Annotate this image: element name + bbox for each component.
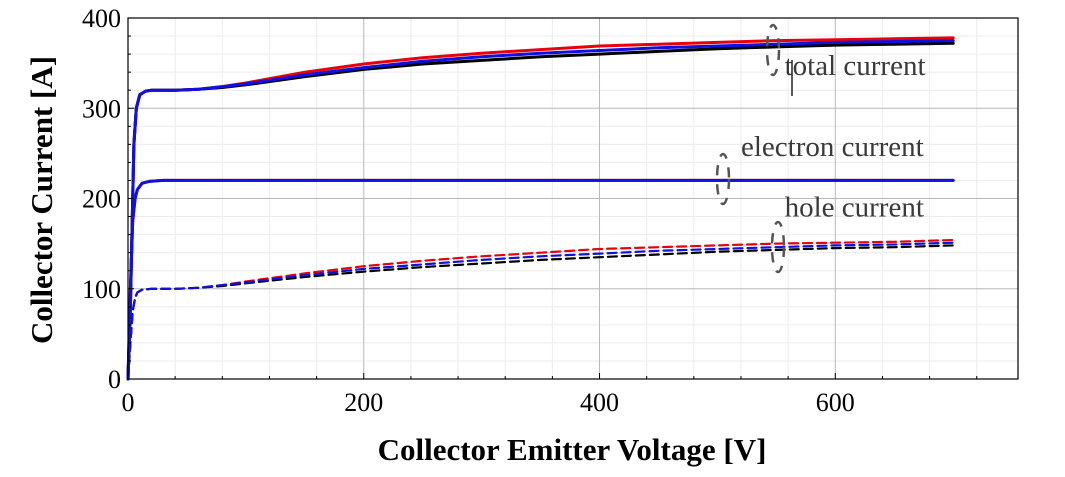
annotation-label: hole current xyxy=(785,192,924,224)
annotation-label: total current xyxy=(785,50,926,82)
annotation-ellipse-marker xyxy=(765,23,781,77)
ticks-layer: 0 200 400 600 0 100 200 300 400 xyxy=(82,4,978,417)
hole-current-blue-line xyxy=(126,241,955,381)
x-tick-label: 400 xyxy=(580,388,619,417)
annotation-ellipse-marker xyxy=(715,152,731,206)
series-layer xyxy=(126,36,955,381)
x-axis-label: Collector Emitter Voltage [V] xyxy=(377,432,767,467)
y-tick-label: 100 xyxy=(82,275,121,304)
y-axis-label: Collector Current [A] xyxy=(24,55,59,345)
y-tick-label: 400 xyxy=(82,4,121,33)
x-tick-label: 200 xyxy=(344,388,383,417)
y-tick-label: 300 xyxy=(82,94,121,123)
annotation-layer: total current electron current hole curren… xyxy=(715,23,926,274)
total-current-blue-line xyxy=(126,39,955,381)
x-tick-label: 0 xyxy=(122,388,135,417)
x-tick-label: 600 xyxy=(816,388,855,417)
y-tick-label: 200 xyxy=(82,185,121,214)
annotation-ellipse-marker xyxy=(770,220,786,274)
annotation-label: electron current xyxy=(741,131,924,163)
major-grid xyxy=(128,18,1018,379)
hole-current-black-line xyxy=(126,244,955,381)
electron-current-blue-line xyxy=(126,178,955,381)
y-tick-label: 0 xyxy=(108,365,121,394)
